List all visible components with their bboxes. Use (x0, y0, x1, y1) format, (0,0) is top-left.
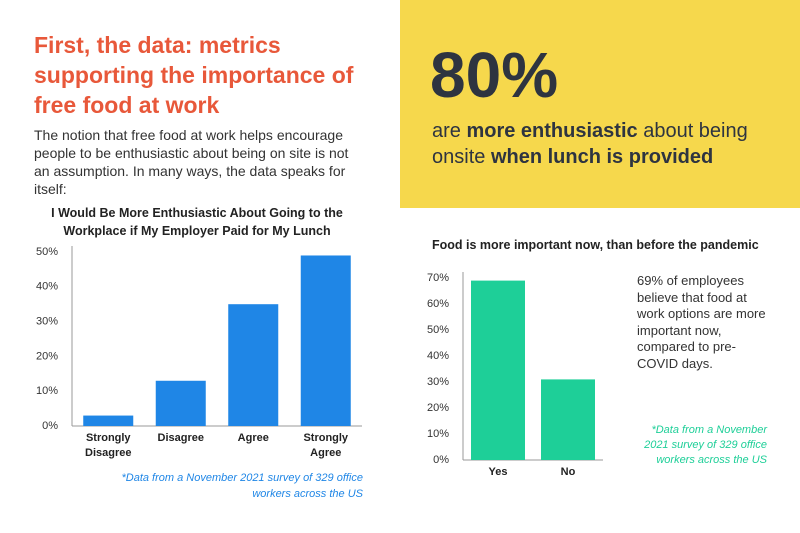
bar (300, 255, 351, 426)
y-tick-label: 50% (427, 324, 449, 336)
chart-title: I Would Be More Enthusiastic About Going… (51, 206, 343, 238)
footnote: *Data from a November 2021 survey of 329… (644, 424, 767, 466)
y-tick-label: 30% (427, 376, 449, 388)
y-tick-label: 70% (427, 272, 449, 284)
y-tick-label: 10% (36, 385, 58, 397)
stat-panel (400, 0, 800, 208)
x-tick-label: Strongly Agree (303, 432, 349, 459)
y-tick-label: 40% (36, 281, 58, 293)
y-tick-label: 10% (427, 428, 449, 440)
y-tick-label: 20% (36, 350, 58, 362)
stat-value: 80% (430, 39, 559, 111)
bar (228, 304, 279, 426)
stat-part: are (432, 120, 467, 142)
heading: First, the data: metrics supporting the … (34, 32, 354, 118)
y-tick-label: 0% (42, 420, 58, 432)
bar (155, 380, 206, 426)
bar (83, 415, 134, 426)
y-tick-label: 50% (36, 246, 58, 258)
stat-part: more enthusiastic (466, 120, 638, 142)
y-tick-label: 0% (433, 454, 449, 466)
y-tick-label: 30% (36, 316, 58, 328)
bar (541, 379, 595, 460)
x-tick-label: Yes (488, 466, 508, 478)
x-tick-label: Agree (237, 432, 269, 444)
chart-title: Food is more important now, than before … (432, 238, 759, 252)
x-tick-label: No (560, 466, 576, 478)
y-tick-label: 60% (427, 298, 449, 310)
y-tick-label: 20% (427, 402, 449, 414)
stat-part: when lunch is provided (490, 146, 714, 168)
x-tick-label: Disagree (157, 432, 204, 444)
x-tick-label: Strongly Disagree (85, 432, 132, 459)
y-tick-label: 40% (427, 350, 449, 362)
footnote: *Data from a November 2021 survey of 329… (121, 472, 363, 500)
intro-text: The notion that free food at work helps … (34, 127, 349, 197)
stat-part: about being onsite (432, 120, 754, 168)
bar (471, 280, 525, 460)
annotation: 69% of employees believe that food at wo… (637, 273, 766, 371)
stat-text: are more enthusiastic about being onsite… (432, 118, 777, 170)
